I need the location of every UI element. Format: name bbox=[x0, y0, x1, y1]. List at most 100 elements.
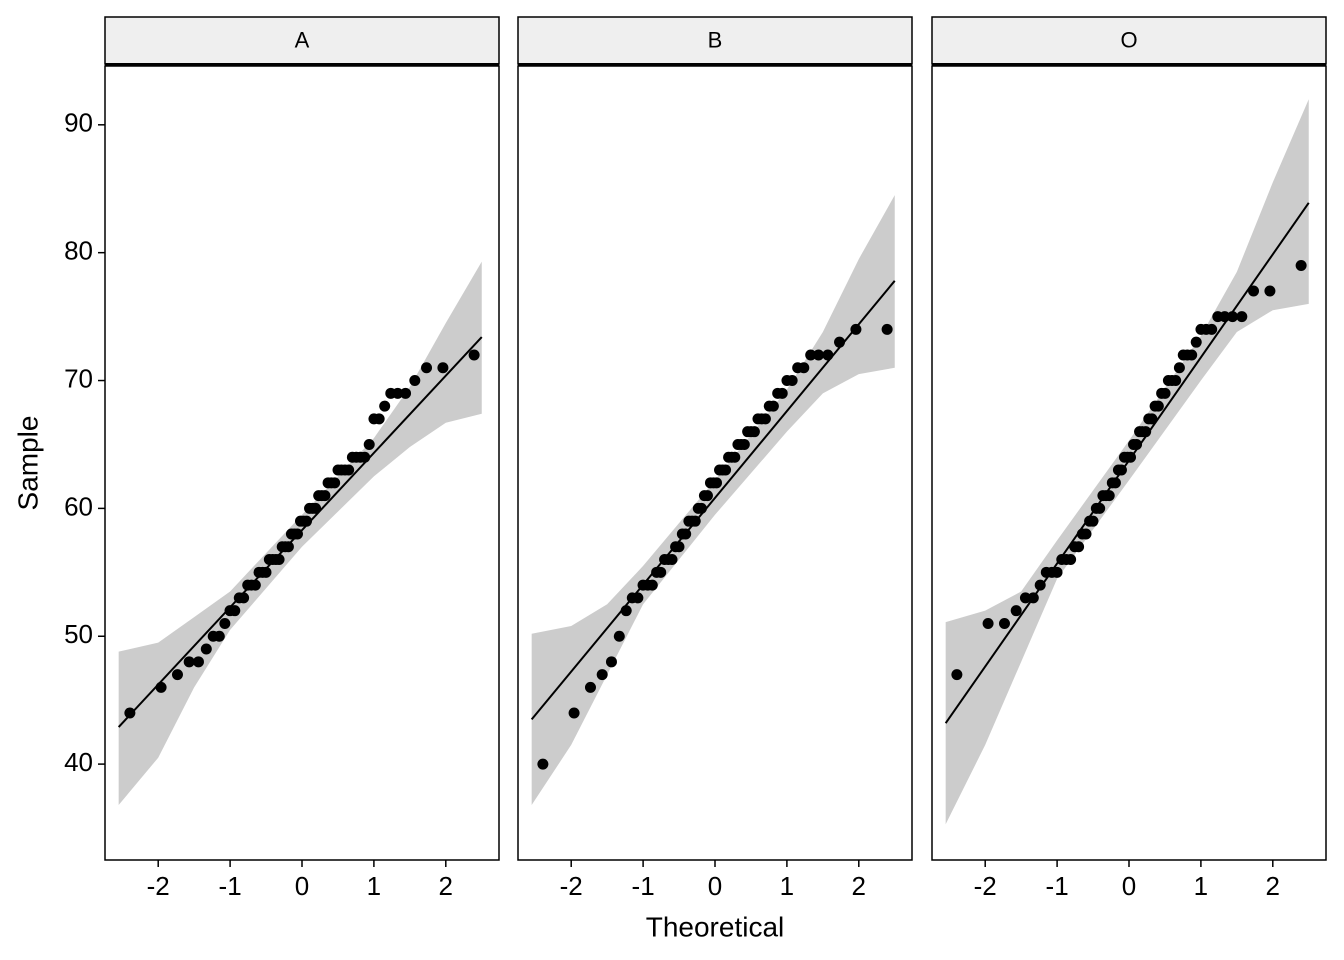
qq-point bbox=[951, 669, 963, 681]
x-tick-label: 0 bbox=[295, 871, 309, 901]
qq-point bbox=[200, 643, 212, 655]
qq-point bbox=[720, 464, 732, 476]
x-axis-title: Theoretical bbox=[646, 911, 785, 942]
qq-point bbox=[238, 592, 250, 604]
qq-point bbox=[379, 400, 391, 412]
qq-point bbox=[1219, 311, 1231, 323]
x-tick-label: 2 bbox=[852, 871, 866, 901]
qq-point bbox=[998, 617, 1010, 629]
facet-strip bbox=[517, 16, 913, 65]
x-tick-label: 0 bbox=[708, 871, 722, 901]
qq-point bbox=[786, 375, 798, 387]
qq-point bbox=[219, 617, 231, 629]
y-tick-label: 60 bbox=[64, 491, 93, 521]
facet-label: O bbox=[1120, 27, 1137, 52]
qq-point bbox=[183, 656, 195, 668]
qq-point bbox=[400, 387, 412, 399]
qq-point bbox=[468, 349, 480, 361]
x-tick-label: 1 bbox=[780, 871, 794, 901]
qq-point bbox=[409, 375, 421, 387]
qq-point bbox=[673, 541, 685, 553]
qq-point bbox=[805, 349, 817, 361]
qq-point bbox=[1010, 605, 1022, 617]
qq-point bbox=[1236, 311, 1248, 323]
qq-point bbox=[798, 362, 810, 374]
qq-point bbox=[1206, 323, 1218, 335]
reference-line bbox=[944, 202, 1310, 724]
qq-point bbox=[329, 477, 341, 489]
qq-point bbox=[392, 387, 404, 399]
qq-point bbox=[738, 438, 750, 450]
qq-point bbox=[729, 451, 741, 463]
x-tick-label: -1 bbox=[219, 871, 242, 901]
reference-line bbox=[530, 280, 896, 720]
qq-point bbox=[596, 669, 608, 681]
qq-point bbox=[776, 387, 788, 399]
qq-point bbox=[1034, 579, 1046, 591]
qq-point bbox=[1186, 349, 1198, 361]
facet-label: A bbox=[295, 27, 310, 52]
qq-point bbox=[695, 502, 707, 514]
qq-point bbox=[229, 605, 241, 617]
qq-point bbox=[759, 413, 771, 425]
qq-point bbox=[1027, 592, 1039, 604]
qq-point bbox=[1087, 515, 1099, 527]
qq-point bbox=[632, 592, 644, 604]
x-tick-label: -2 bbox=[560, 871, 583, 901]
qq-point bbox=[584, 681, 596, 693]
qq-point bbox=[1073, 541, 1085, 553]
qq-point bbox=[748, 426, 760, 438]
qq-point bbox=[1065, 554, 1077, 566]
qq-point bbox=[1173, 362, 1185, 374]
qq-point bbox=[1109, 477, 1121, 489]
qq-point bbox=[124, 707, 136, 719]
qq-point bbox=[568, 707, 580, 719]
qq-point bbox=[646, 579, 658, 591]
y-tick-label: 70 bbox=[64, 363, 93, 393]
qq-point bbox=[1190, 336, 1202, 348]
qq-point bbox=[260, 566, 272, 578]
qq-point bbox=[213, 630, 225, 642]
qq-point bbox=[1080, 528, 1092, 540]
qq-point bbox=[689, 515, 701, 527]
qq-point bbox=[537, 758, 549, 770]
qq-point bbox=[1094, 502, 1106, 514]
qq-point bbox=[1170, 375, 1182, 387]
x-tick-label: 0 bbox=[1122, 871, 1136, 901]
qq-point bbox=[192, 656, 204, 668]
x-tick-label: -1 bbox=[632, 871, 655, 901]
facet-strip bbox=[931, 16, 1327, 65]
qq-point bbox=[813, 349, 825, 361]
qq-point bbox=[701, 490, 713, 502]
facet-strip bbox=[104, 16, 500, 65]
qq-point bbox=[822, 349, 834, 361]
qq-point bbox=[605, 656, 617, 668]
qq-point bbox=[613, 630, 625, 642]
qq-point bbox=[1295, 259, 1307, 271]
x-tick-label: 2 bbox=[1266, 871, 1280, 901]
qq-point bbox=[421, 362, 433, 374]
qq-point bbox=[1159, 387, 1171, 399]
qq-point bbox=[834, 336, 846, 348]
qq-point bbox=[273, 554, 285, 566]
qq-point bbox=[767, 400, 779, 412]
qq-point bbox=[881, 323, 893, 335]
qq-point bbox=[343, 464, 355, 476]
qq-point bbox=[310, 502, 322, 514]
x-tick-label: -1 bbox=[1046, 871, 1069, 901]
panel-border bbox=[517, 65, 913, 861]
qq-point bbox=[171, 669, 183, 681]
qq-point bbox=[1140, 426, 1152, 438]
qq-point bbox=[620, 605, 632, 617]
x-tick-label: 1 bbox=[367, 871, 381, 901]
qq-point bbox=[282, 541, 294, 553]
y-tick-label: 80 bbox=[64, 236, 93, 266]
y-tick-label: 90 bbox=[64, 108, 93, 138]
qq-point bbox=[1152, 400, 1164, 412]
qq-point bbox=[711, 477, 723, 489]
qq-point bbox=[1131, 438, 1143, 450]
qq-point bbox=[1125, 451, 1137, 463]
qq-point bbox=[680, 528, 692, 540]
x-tick-label: -2 bbox=[147, 871, 170, 901]
